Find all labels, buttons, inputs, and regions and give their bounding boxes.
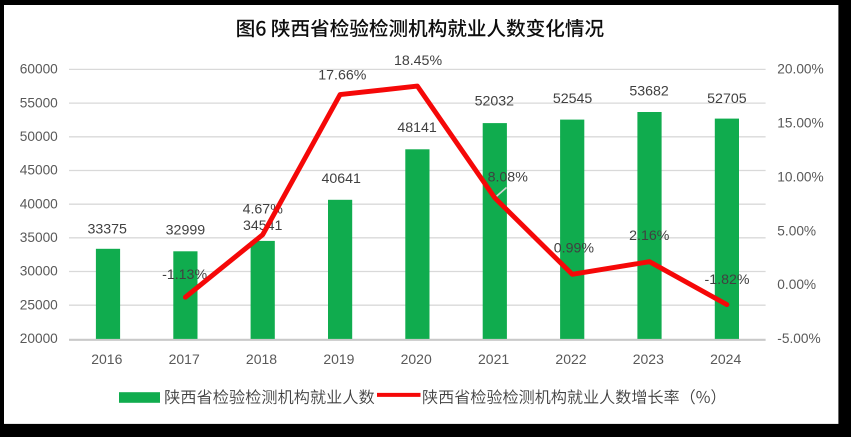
svg-text:2023: 2023 xyxy=(633,351,664,367)
svg-text:2017: 2017 xyxy=(169,351,200,367)
svg-text:30000: 30000 xyxy=(20,264,58,279)
svg-text:2021: 2021 xyxy=(478,351,509,367)
svg-text:-5.00%: -5.00% xyxy=(777,331,820,346)
svg-text:50000: 50000 xyxy=(20,129,58,144)
svg-text:2016: 2016 xyxy=(91,351,122,367)
svg-text:25000: 25000 xyxy=(20,297,58,312)
svg-text:0.00%: 0.00% xyxy=(777,277,816,292)
svg-text:52705: 52705 xyxy=(707,91,747,107)
svg-text:35000: 35000 xyxy=(20,230,58,245)
svg-text:15.00%: 15.00% xyxy=(777,116,823,131)
svg-text:18.45%: 18.45% xyxy=(394,53,443,69)
svg-text:53682: 53682 xyxy=(629,83,669,99)
svg-text:2020: 2020 xyxy=(401,351,432,367)
svg-text:10.00%: 10.00% xyxy=(777,169,823,184)
svg-text:2024: 2024 xyxy=(710,351,741,367)
svg-text:33375: 33375 xyxy=(87,221,127,237)
svg-text:52032: 52032 xyxy=(475,93,515,109)
svg-text:20.00%: 20.00% xyxy=(777,62,823,77)
svg-text:20000: 20000 xyxy=(20,331,58,346)
svg-text:2.16%: 2.16% xyxy=(629,228,670,244)
svg-text:32999: 32999 xyxy=(166,223,206,239)
svg-text:55000: 55000 xyxy=(20,95,58,110)
svg-text:5.00%: 5.00% xyxy=(777,223,816,238)
svg-text:48141: 48141 xyxy=(397,120,437,136)
svg-text:8.08%: 8.08% xyxy=(488,170,529,186)
svg-text:60000: 60000 xyxy=(20,62,58,77)
svg-text:2019: 2019 xyxy=(323,351,354,367)
svg-text:45000: 45000 xyxy=(20,163,58,178)
svg-text:40000: 40000 xyxy=(20,196,58,211)
svg-text:-1.13%: -1.13% xyxy=(162,267,207,283)
svg-text:-1.82%: -1.82% xyxy=(705,272,750,288)
svg-text:0.99%: 0.99% xyxy=(554,241,595,257)
svg-text:2018: 2018 xyxy=(246,351,277,367)
svg-text:40641: 40641 xyxy=(321,171,361,187)
svg-text:17.66%: 17.66% xyxy=(318,67,367,83)
svg-text:52545: 52545 xyxy=(553,91,593,107)
svg-text:34541: 34541 xyxy=(243,218,283,234)
svg-text:2022: 2022 xyxy=(555,351,586,367)
